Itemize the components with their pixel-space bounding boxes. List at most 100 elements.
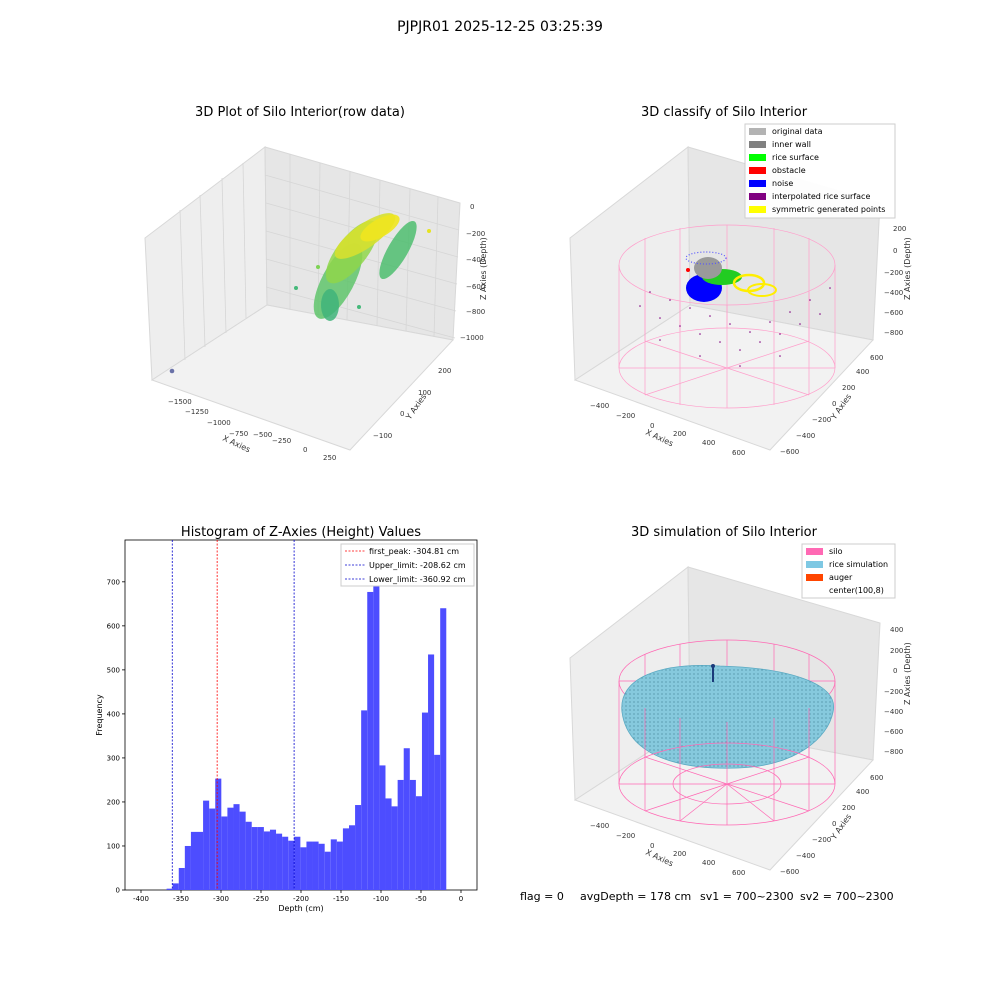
legend-swatch — [749, 180, 766, 187]
classify3d-x-label: X Axies — [644, 428, 675, 449]
classify3d-x-tick: 600 — [732, 449, 745, 457]
histogram-bar — [263, 831, 270, 890]
classify3d-y-tick: −600 — [780, 448, 799, 456]
histogram-y-tick-label: 700 — [107, 578, 120, 586]
classify3d-z-label: Z Axies (Depth) — [903, 237, 912, 300]
classify3d-z-axis: 200 0 −200 −400 −600 −800 Z Axies (Depth… — [884, 225, 912, 337]
simulation3d-y-tick: 200 — [842, 804, 855, 812]
legend-item: center(100,8) — [829, 586, 884, 595]
classify3d-x-tick: −400 — [590, 402, 609, 410]
simulation3d-z-tick: 0 — [893, 667, 897, 675]
histogram-x-tick-label: 0 — [459, 895, 463, 903]
raw3d-title: 3D Plot of Silo Interior(row data) — [195, 105, 405, 120]
histogram-bar — [269, 829, 277, 890]
raw3d-x-tick: −500 — [253, 431, 272, 439]
legend-item: first_peak: -304.81 cm — [345, 547, 459, 556]
histogram-bar — [361, 710, 368, 890]
simulation3d-y-tick: 0 — [832, 820, 836, 828]
histogram-bar — [190, 831, 197, 890]
classify3d-y-tick: −200 — [812, 416, 831, 424]
histogram-bar — [428, 654, 435, 890]
raw3d-z-tick: −400 — [466, 256, 485, 264]
simulation3d-x-tick: −200 — [616, 832, 635, 840]
legend-label: silo — [829, 547, 843, 556]
histogram-bar — [300, 847, 307, 890]
histogram-panel: Histogram of Z-Axies (Height) Values -40… — [95, 525, 478, 913]
raw3d-z-tick: −200 — [466, 230, 485, 238]
histogram-bar — [227, 807, 234, 890]
histogram-bar — [391, 806, 398, 890]
classify3d-x-tick: 400 — [702, 439, 715, 447]
classify3d-z-tick: −800 — [884, 329, 903, 337]
histogram-y-tick-label: 300 — [107, 754, 120, 762]
auger — [711, 664, 715, 682]
histogram-bar — [421, 712, 429, 890]
histogram-x-tick-label: -350 — [173, 895, 189, 903]
classify3d-legend: original data inner wall rice surface ob… — [744, 123, 896, 219]
legend-label: Upper_limit: -208.62 cm — [369, 561, 466, 570]
legend-item: Upper_limit: -208.62 cm — [345, 561, 466, 570]
simulation3d-x-tick: 600 — [732, 869, 745, 877]
raw3d-y-label: Y Axies — [404, 392, 429, 422]
legend-label: original data — [772, 127, 823, 136]
simulation3d-x-tick: 200 — [673, 850, 686, 858]
histogram-bar — [294, 836, 301, 890]
histogram-bar — [215, 778, 222, 890]
raw3d-x-tick: −750 — [229, 430, 248, 438]
raw3d-x-tick: −1000 — [207, 419, 231, 427]
simulation3d-legend: silo rice simulation auger center(100,8) — [801, 543, 896, 599]
legend-item: original data — [749, 127, 823, 136]
raw3d-x-tick: −250 — [272, 437, 291, 445]
legend-swatch — [806, 561, 823, 568]
classify3d-z-tick: 0 — [893, 247, 897, 255]
raw3d-z-tick: −800 — [466, 308, 485, 316]
raw3d-x-tick: −1500 — [168, 398, 192, 406]
raw3d-z-tick: −1000 — [460, 334, 484, 342]
legend-item: rice simulation — [806, 560, 888, 569]
histogram-bars — [166, 560, 447, 890]
histogram-bar — [184, 845, 191, 890]
histogram-x-ticks: -400 -350 -300 -250 -200 -150 -100 -50 0 — [133, 890, 463, 903]
raw3d-z-label: Z Axies (Depth) — [479, 237, 488, 300]
histogram-y-tick-label: 200 — [107, 798, 120, 806]
simulation3d-z-tick: −200 — [884, 688, 903, 696]
simulation3d-z-label: Z Axies (Depth) — [903, 642, 912, 705]
simulation3d-y-tick: −600 — [780, 868, 799, 876]
histogram-bar — [385, 798, 392, 890]
legend-label: symmetric generated points — [772, 205, 885, 214]
histogram-bar — [288, 840, 295, 890]
histogram-x-tick-label: -100 — [373, 895, 389, 903]
classify3d-y-tick: 400 — [856, 368, 869, 376]
classify3d-x-tick: 0 — [650, 422, 654, 430]
legend-label: center(100,8) — [829, 586, 884, 595]
classify3d-panel: 3D classify of Silo Interior — [569, 105, 912, 457]
histogram-y-tick-label: 400 — [107, 710, 120, 718]
histogram-bar — [409, 779, 416, 890]
histogram-bar — [276, 833, 283, 890]
histogram-bar — [336, 841, 343, 890]
histogram-y-tick-label: 500 — [107, 666, 120, 674]
figure-title: PJPJR01 2025-12-25 03:25:39 — [397, 19, 603, 35]
classify3d-y-tick: −400 — [796, 432, 815, 440]
status-footer: flag = 0 avgDepth = 178 cm sv1 = 700~230… — [520, 890, 894, 903]
simulation3d-silo-front-mesh — [618, 681, 836, 826]
classify3d-title: 3D classify of Silo Interior — [641, 105, 808, 120]
histogram-x-tick-label: -250 — [253, 895, 269, 903]
histogram-bar — [379, 765, 386, 890]
legend-item: silo — [806, 547, 843, 556]
legend-swatch — [749, 167, 766, 174]
histogram-bar — [367, 591, 374, 890]
legend-label: noise — [772, 179, 793, 188]
raw3d-x-tick: 250 — [323, 454, 336, 462]
simulation3d-y-tick: 600 — [870, 774, 883, 782]
raw3d-panel: 3D Plot of Silo Interior(row data) — [144, 105, 488, 462]
classify3d-x-tick: 200 — [673, 430, 686, 438]
histogram-bar — [245, 821, 252, 890]
histogram-x-label: Depth (cm) — [278, 904, 323, 913]
legend-label: rice simulation — [829, 560, 888, 569]
histogram-x-tick-label: -50 — [415, 895, 426, 903]
legend-item: rice surface — [749, 153, 819, 162]
histogram-bar — [397, 779, 404, 890]
legend-swatch — [749, 154, 766, 161]
simulation3d-x-tick: 0 — [650, 842, 654, 850]
